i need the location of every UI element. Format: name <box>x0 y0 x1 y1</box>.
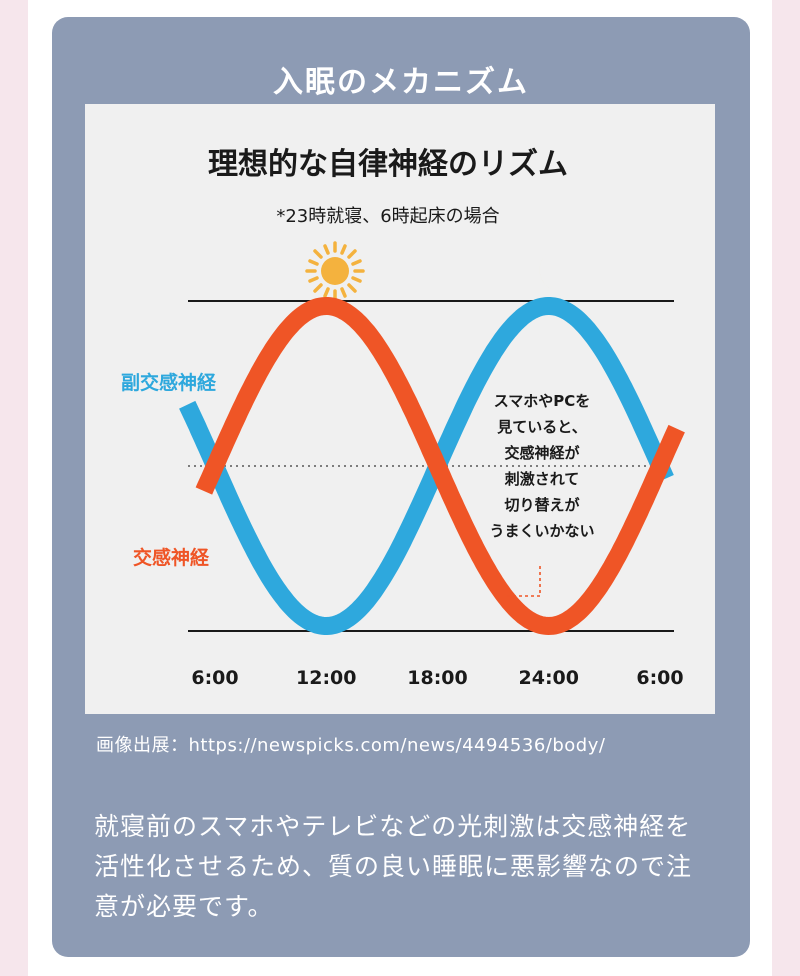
annotation-line: 交感神経が <box>504 444 580 462</box>
chart-figure: 理想的な自律神経のリズム *23時就寝、6時起床の場合 <box>85 104 715 714</box>
annotation-line: 刺激されて <box>505 470 580 488</box>
sympathetic-curve <box>195 297 685 636</box>
body-text: 就寝前のスマホやテレビなどの光刺激は交感神経を活性化させるため、質の良い睡眠に悪… <box>94 812 693 921</box>
chart-annotation: スマホやPCを見ていると、交感神経が刺激されて切り替えがうまくいかない <box>489 392 594 540</box>
card-title: 入眠のメカニズム <box>273 65 529 100</box>
annotation-pointer <box>505 566 541 597</box>
x-tick-label: 12:00 <box>296 667 356 689</box>
x-tick-label: 6:00 <box>191 667 238 689</box>
x-tick-label: 24:00 <box>519 667 579 689</box>
legend-parasympathetic: 副交感神経 <box>121 371 217 394</box>
annotation-line: うまくいかない <box>489 522 594 540</box>
annotation-line: スマホやPCを <box>494 392 591 410</box>
image-credit: 画像出展：https://newspicks.com/news/4494536/… <box>96 735 606 756</box>
parasympathetic-curve <box>179 297 674 635</box>
info-card: 入眠のメカニズム 理想的な自律神経のリズム *23時就寝、6時起床の場合 <box>52 17 750 957</box>
legend-sympathetic: 交感神経 <box>133 546 210 569</box>
rhythm-chart: 理想的な自律神経のリズム *23時就寝、6時起床の場合 <box>121 147 685 689</box>
chart-subtitle: *23時就寝、6時起床の場合 <box>276 206 499 227</box>
annotation-line: 切り替えが <box>504 496 580 514</box>
chart-title: 理想的な自律神経のリズム <box>208 147 568 182</box>
x-tick-label: 6:00 <box>636 667 683 689</box>
sun-icon <box>305 241 365 301</box>
moon-icon <box>539 251 571 292</box>
annotation-line: 見ていると、 <box>496 418 586 436</box>
x-tick-label: 18:00 <box>407 667 467 689</box>
